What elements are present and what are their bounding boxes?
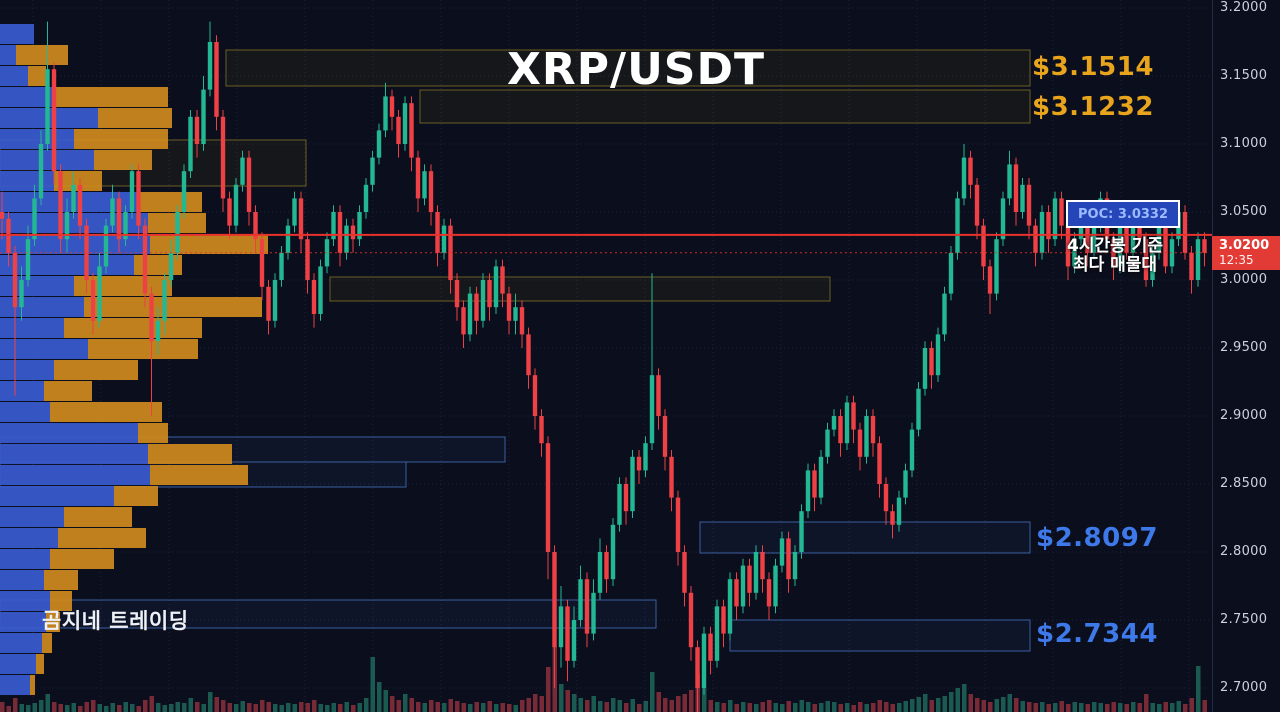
price-axis-label: 2.9000	[1220, 408, 1268, 423]
last-price-badge: 3.0200 12:35	[1212, 236, 1280, 270]
level-label-1: $3.1514	[1032, 52, 1154, 82]
volume-bars-layer	[0, 647, 1207, 712]
price-axis-label: 3.0000	[1220, 272, 1268, 287]
candle-countdown: 12:35	[1219, 253, 1254, 267]
channel-watermark: 곰지네 트레이딩	[42, 609, 189, 633]
volume-profile-layer	[0, 24, 268, 695]
poc-annotation-line1: 4시간봉 기준	[1067, 236, 1163, 256]
level-label-4: $2.7344	[1036, 619, 1158, 649]
price-axis-label: 2.7000	[1220, 680, 1268, 695]
poc-line-layer	[0, 233, 1213, 254]
price-axis-label: 3.0500	[1220, 204, 1268, 219]
price-axis-label: 2.7500	[1220, 612, 1268, 627]
price-axis-label: 3.1000	[1220, 136, 1268, 151]
poc-label-box[interactable]: POC: 3.0332	[1066, 200, 1180, 228]
level-label-2: $3.1232	[1032, 92, 1154, 122]
price-axis-label: 3.2000	[1220, 0, 1268, 15]
poc-annotation: 4시간봉 기준 최다 매물대	[1040, 237, 1190, 275]
price-axis-label: 3.1500	[1220, 68, 1268, 83]
poc-annotation-line2: 최다 매물대	[1072, 255, 1158, 275]
symbol-title: XRP/USDT	[506, 44, 766, 95]
price-axis-label: 2.8500	[1220, 476, 1268, 491]
last-price-value: 3.0200	[1219, 238, 1270, 253]
candles-layer	[0, 21, 1207, 712]
price-axis[interactable]: 3.2000 3.1500 3.1000 3.0500 3.0000 2.9500 2.90…	[1212, 0, 1280, 712]
price-axis-label: 2.9500	[1220, 340, 1268, 355]
price-axis-label: 2.8000	[1220, 544, 1268, 559]
poc-label-text: POC: 3.0332	[1077, 206, 1168, 222]
level-label-3: $2.8097	[1036, 523, 1158, 553]
